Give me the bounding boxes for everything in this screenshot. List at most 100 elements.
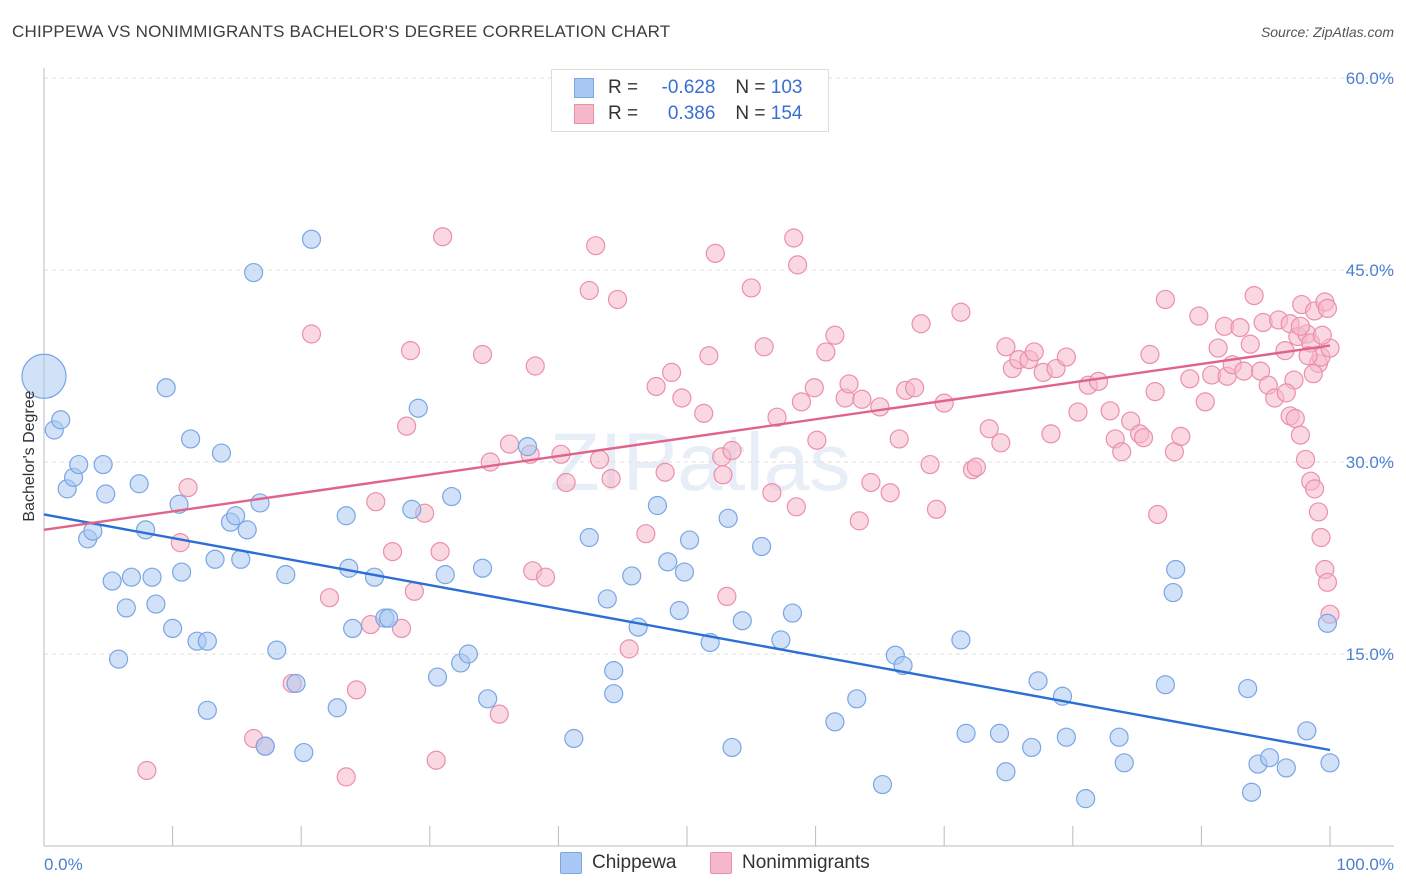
nonimmigrants-point (1317, 572, 1338, 592)
chippewa-point (181, 429, 201, 449)
bottom-legend-swatch-blue (560, 852, 582, 874)
chippewa-point (156, 378, 176, 398)
chippewa-point (244, 262, 264, 283)
chippewa-point (1028, 671, 1048, 691)
nonimmigrants-point (646, 376, 666, 397)
chippewa-point (458, 644, 478, 664)
chippewa-point (1109, 727, 1129, 747)
nonimmigrants-point (1195, 392, 1215, 412)
nonimmigrants-point (1088, 371, 1109, 391)
nonimmigrants-point (839, 374, 859, 394)
nonimmigrants-point (346, 680, 367, 700)
nonimmigrants-point (382, 541, 403, 562)
chippewa-point (402, 499, 422, 519)
nonimmigrants-point (870, 397, 890, 417)
legend-r-value-chippewa: -0.628 (661, 77, 716, 98)
chippewa-point (1166, 559, 1186, 580)
nonimmigrants-point (784, 228, 804, 248)
chippewa-point (478, 689, 498, 709)
nonimmigrants-point (966, 457, 986, 477)
chippewa-point (267, 640, 287, 660)
chippewa-point (1155, 675, 1175, 695)
nonimmigrants-point (1056, 347, 1076, 367)
nonimmigrants-point (1133, 428, 1154, 448)
chippewa-point (517, 437, 538, 457)
chippewa-point (172, 562, 192, 582)
chippewa-point (142, 567, 162, 587)
y-tick-label: 60.0% (1346, 69, 1394, 88)
nonimmigrants-point (397, 416, 417, 436)
nonimmigrants-point (1304, 479, 1325, 499)
chippewa-point (1022, 737, 1042, 758)
legend-n-value-chippewa: 103 (770, 77, 803, 98)
legend-row-chippewa: R = -0.628 N = 103 (574, 76, 802, 100)
nonimmigrants-point (525, 356, 545, 376)
chippewa-point (1076, 789, 1096, 809)
y-tick-label: 15.0% (1346, 645, 1394, 664)
nonimmigrants-point (722, 440, 742, 461)
nonimmigrants-point (694, 403, 714, 423)
nonimmigrants-point (1024, 342, 1044, 362)
bottom-legend-nonimmigrants: Nonimmigrants (710, 852, 870, 874)
nonimmigrants-point (1112, 442, 1132, 462)
chippewa-point (102, 571, 122, 591)
chippewa-point (121, 567, 142, 587)
chippewa-point (647, 495, 668, 516)
legend: R = -0.628 N = 103 R = 0.386 N = 154 (551, 69, 829, 132)
chippewa-point (435, 565, 455, 585)
chippewa-point (956, 723, 976, 743)
bottom-legend-label-nonimmigrants: Nonimmigrants (742, 852, 870, 873)
legend-row-nonimmigrants: R = 0.386 N = 154 (574, 102, 802, 126)
chippewa-point (564, 728, 584, 749)
nonimmigrants-trend-line (43, 344, 1331, 532)
nonimmigrants-point (905, 378, 925, 398)
y-tick-label: 30.0% (1346, 453, 1394, 472)
y-axis-label: Bachelor's Degree (21, 390, 38, 521)
nonimmigrants-point (391, 618, 412, 639)
chippewa-point (1320, 753, 1340, 773)
nonimmigrants-point (1140, 344, 1160, 365)
chippewa-point (93, 454, 113, 475)
nonimmigrants-point (655, 462, 675, 482)
nonimmigrants-point (807, 430, 827, 450)
chippewa-point (771, 630, 791, 650)
bottom-legend: Chippewa Nonimmigrants (0, 852, 1406, 878)
chippewa-point (51, 410, 71, 430)
nonimmigrants-point (849, 511, 869, 531)
chippewa-point (146, 594, 166, 614)
nonimmigrants-point (366, 492, 386, 512)
nonimmigrants-point (786, 497, 806, 517)
chippewa-point (1241, 782, 1262, 802)
nonimmigrants-point (1311, 527, 1331, 548)
nonimmigrants-point (996, 337, 1016, 357)
nonimmigrants-point (170, 533, 190, 553)
nonimmigrants-point (178, 478, 198, 498)
legend-swatch-blue (574, 78, 594, 98)
nonimmigrants-point (1148, 504, 1168, 525)
chippewa-point (1317, 613, 1338, 633)
chippewa-point (732, 611, 752, 631)
legend-r-label: R = (608, 77, 639, 98)
nonimmigrants-point (1244, 286, 1264, 306)
chippewa-point (108, 649, 129, 669)
nonimmigrants-point (400, 341, 421, 361)
chippewa-point (722, 737, 742, 758)
nonimmigrants-point (1155, 289, 1175, 310)
nonimmigrants-point (1298, 346, 1318, 366)
nonimmigrants-point (579, 280, 599, 301)
nonimmigrants-point (404, 581, 424, 601)
chippewa-point (116, 598, 136, 618)
nonimmigrants-point (426, 750, 446, 770)
nonimmigrants-point (791, 392, 812, 412)
chippewa-point (427, 667, 448, 687)
x-tick-label-min: 0.0% (44, 855, 83, 874)
nonimmigrants-point (1240, 334, 1260, 354)
chippewa-point (604, 661, 624, 681)
nonimmigrants-point (717, 586, 737, 607)
legend-r-label: R = (608, 103, 639, 124)
legend-n-value-nonimmigrants: 154 (770, 103, 803, 124)
nonimmigrants-point (787, 255, 808, 275)
chippewa-point (226, 506, 246, 526)
chippewa-point (294, 742, 314, 763)
nonimmigrants-point (754, 337, 774, 357)
